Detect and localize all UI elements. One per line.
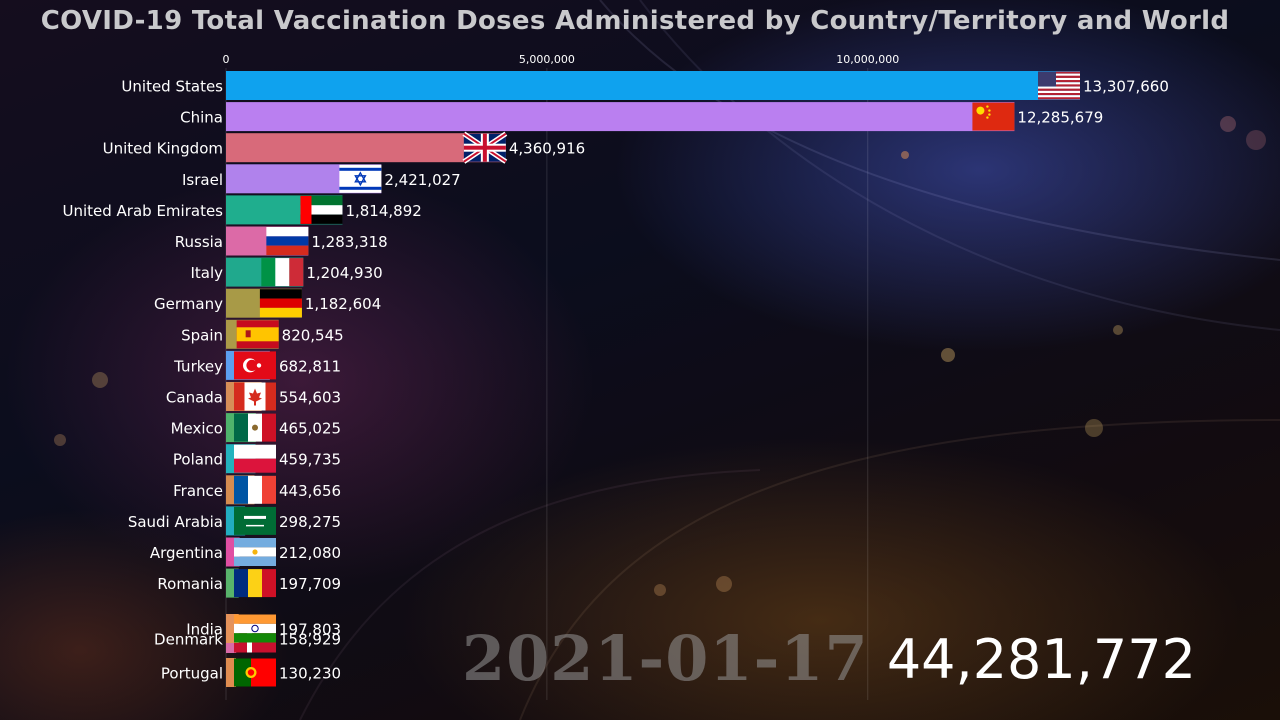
flag-mx-icon [234,413,276,442]
bar [226,133,506,163]
flag-il-icon [339,164,382,193]
flag-tr-icon [234,351,276,380]
flag-in-icon [234,614,276,643]
flag-it-icon [261,258,304,287]
bar [226,658,236,687]
country-label: Mexico [171,420,223,438]
flag-sa-icon [234,506,276,535]
chart-title: COVID-19 Total Vaccination Doses Adminis… [40,6,1230,36]
value-label: 820,545 [282,326,344,344]
flag-ca-icon [234,382,276,411]
flag-pt-icon [234,658,276,687]
bar-row-it: Italy 1,204,930 [190,257,383,287]
value-label: 1,283,318 [311,233,387,251]
flag-es-icon [236,320,279,349]
bar-row-de: Germany 1,182,604 [154,288,381,318]
bar-row-ro: Romania 197,709 [157,568,341,598]
value-label: 554,603 [279,389,341,407]
country-label: Canada [166,389,223,407]
bar-row-es: Spain 820,545 [181,319,344,349]
date-label: 2021-01-17 [462,622,869,695]
value-label: 197,709 [279,575,341,593]
bar [226,102,1015,132]
value-label: 12,285,679 [1017,109,1103,127]
country-label: Germany [154,295,223,313]
value-label: 1,182,604 [305,295,381,313]
bar [226,71,1080,100]
value-label: 212,080 [279,544,341,562]
country-label: Italy [190,264,223,282]
country-label: Poland [173,451,223,469]
flag-ar-icon [234,538,276,566]
country-label: Argentina [150,544,223,562]
value-label: 158,929 [279,631,341,649]
country-label: Russia [175,233,223,251]
x-tick-label: 0 [223,53,230,66]
bar-row-ae: United Arab Emirates 1,814,892 [62,195,422,225]
country-label: Denmark [154,631,223,649]
bar-row-ar: Argentina 212,080 [150,537,341,567]
flag-gb-icon [462,131,508,164]
value-label: 1,814,892 [345,202,421,220]
bar-row-fr: France 443,656 [173,475,341,505]
bar-row-tr: Turkey 682,811 [173,350,341,380]
country-label: Romania [157,575,223,593]
world-total: 44,281,772 [886,628,1196,691]
flag-ru-icon [266,227,309,255]
flag-fr-icon [234,475,276,504]
country-label: Saudi Arabia [128,513,223,531]
bar-row-gb: United Kingdom 4,360,916 [103,131,585,164]
country-label: Turkey [173,357,223,375]
value-label: 459,735 [279,451,341,469]
country-label: India [186,621,223,639]
bar-row-cn: China 12,285,679 [180,102,1103,132]
value-label: 443,656 [279,482,341,500]
value-label: 465,025 [279,420,341,438]
country-label: Israel [182,171,223,189]
value-label: 682,811 [279,357,341,375]
value-label: 2,421,027 [384,171,460,189]
value-label: 298,275 [279,513,341,531]
country-label: Portugal [161,665,223,683]
country-label: France [173,482,223,500]
value-label: 13,307,660 [1083,78,1169,96]
country-label: United Arab Emirates [62,202,223,220]
country-label: United States [121,78,223,96]
flag-pl-icon [234,444,276,473]
flag-ae-icon [300,195,343,224]
country-label: Spain [181,326,223,344]
bar-row-in: India 197,803 [186,614,341,643]
flag-ro-icon [234,569,276,598]
value-label: 4,360,916 [509,140,585,158]
bar-row-ru: Russia 1,283,318 [175,226,388,256]
flag-us-icon [1038,71,1080,100]
value-label: 197,803 [279,621,341,639]
value-label: 130,230 [279,665,341,683]
flag-de-icon [259,289,302,318]
flag-cn-icon [972,102,1015,131]
bar-row-ca: Canada 554,603 [166,382,341,411]
country-label: China [180,109,223,127]
bar-row-sa: Saudi Arabia 298,275 [128,506,341,536]
x-tick-label: 5,000,000 [519,53,575,66]
x-tick-label: 10,000,000 [836,53,899,66]
bar-row-pl: Poland 459,735 [173,444,341,474]
bar-row-il: Israel 2,421,027 [182,164,461,194]
bar-row-pt: Portugal 130,230 [161,658,341,687]
bar-row-us: United States 13,307,660 [121,71,1169,100]
country-label: United Kingdom [103,140,223,158]
value-label: 1,204,930 [306,264,382,282]
bar-row-mx: Mexico 465,025 [171,413,341,443]
